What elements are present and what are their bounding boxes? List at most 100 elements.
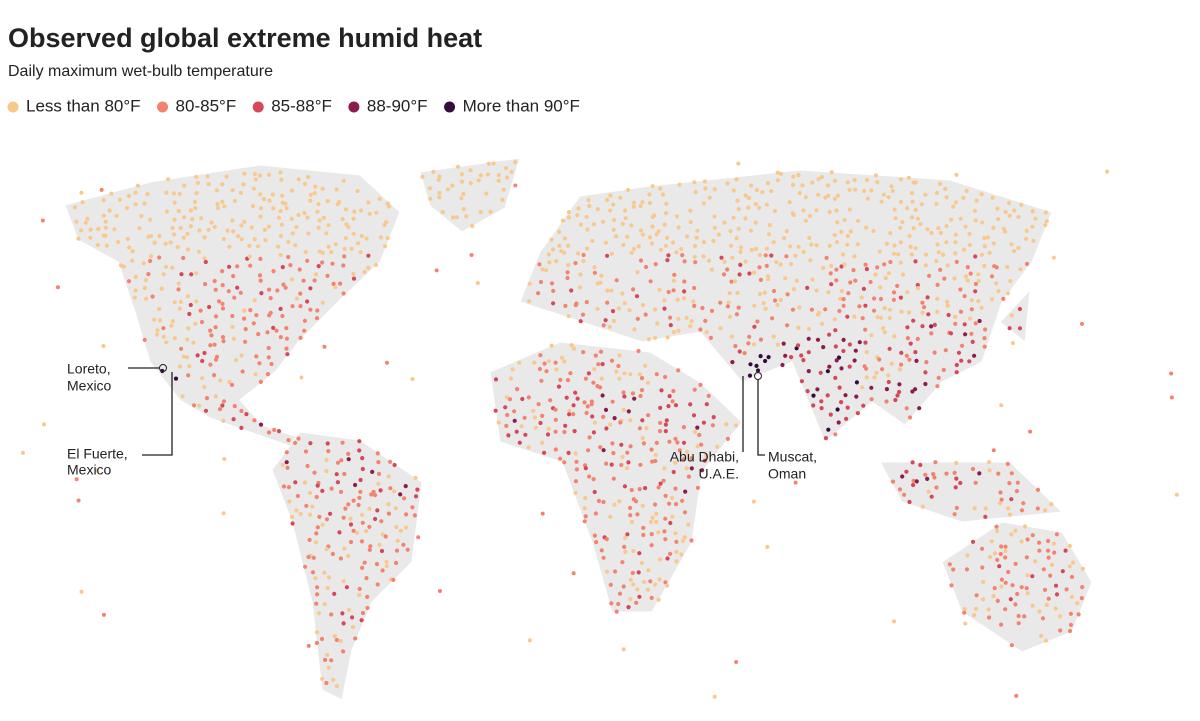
- station-dot: [666, 289, 671, 295]
- station-dot: [346, 451, 351, 456]
- station-dot: [965, 278, 970, 283]
- station-dot: [934, 259, 939, 264]
- station-dot: [640, 200, 645, 205]
- station-dot: [944, 240, 949, 245]
- station-dot: [351, 528, 356, 533]
- station-dot: [709, 308, 715, 313]
- station-dot: [962, 322, 967, 327]
- station-dot: [898, 225, 903, 230]
- station-dot: [911, 226, 916, 231]
- station-dot: [655, 321, 660, 326]
- station-dot: [284, 460, 289, 465]
- station-dot: [346, 553, 351, 559]
- station-dot: [751, 499, 756, 504]
- station-dot: [144, 296, 149, 301]
- station-dot: [650, 184, 655, 189]
- station-dot: [734, 423, 739, 428]
- station-dot: [374, 562, 380, 567]
- station-dot: [239, 408, 244, 414]
- station-dot: [641, 532, 646, 538]
- station-dot: [208, 343, 213, 348]
- station-dot: [565, 378, 571, 383]
- station-dot: [635, 316, 640, 321]
- station-dot: [764, 246, 770, 251]
- station-dot: [585, 404, 590, 409]
- station-dot: [621, 584, 626, 589]
- station-dot: [674, 250, 679, 255]
- station-dot: [657, 429, 663, 434]
- station-dot: [251, 186, 256, 191]
- station-dot: [370, 469, 375, 474]
- station-dot: [235, 264, 240, 269]
- station-dot: [766, 277, 771, 282]
- station-dot: [364, 236, 369, 241]
- station-dot: [826, 290, 831, 295]
- station-dot: [362, 269, 367, 274]
- station-dot: [729, 334, 734, 339]
- station-dot: [629, 520, 635, 525]
- station-dot: [192, 199, 198, 204]
- station-dot: [305, 299, 310, 304]
- station-dot: [621, 647, 626, 652]
- station-dot: [227, 264, 232, 269]
- station-dot: [598, 349, 604, 354]
- station-dot: [853, 348, 858, 353]
- station-dot: [349, 246, 354, 251]
- station-dot: [965, 553, 970, 558]
- station-dot: [322, 570, 327, 575]
- station-dot: [593, 353, 598, 358]
- station-dot: [753, 220, 758, 225]
- station-dot: [710, 423, 716, 428]
- station-dot: [675, 440, 680, 445]
- station-dot: [765, 181, 771, 186]
- station-dot: [305, 463, 310, 469]
- station-dot: [743, 216, 748, 221]
- station-dot: [231, 229, 236, 234]
- station-dot: [485, 172, 491, 177]
- station-dot: [1013, 602, 1018, 607]
- station-dot: [202, 350, 207, 356]
- station-dot: [769, 253, 774, 258]
- station-dot: [878, 315, 884, 320]
- station-dot: [604, 569, 610, 574]
- station-dot: [360, 610, 366, 616]
- station-dot: [632, 327, 637, 332]
- station-dot: [564, 395, 569, 400]
- station-dot: [793, 480, 798, 485]
- station-dot: [681, 457, 687, 462]
- station-dot: [969, 307, 974, 312]
- station-dot: [841, 348, 846, 354]
- station-dot: [382, 244, 388, 249]
- station-dot: [640, 503, 645, 508]
- station-dot: [801, 208, 806, 213]
- station-dot: [316, 611, 322, 616]
- station-dot: [952, 276, 957, 281]
- station-dot: [758, 277, 764, 282]
- station-dot: [181, 354, 186, 359]
- station-dot: [214, 188, 219, 193]
- station-dot: [241, 182, 246, 187]
- station-dot: [178, 226, 183, 231]
- station-dot: [842, 262, 847, 267]
- station-dot: [1009, 242, 1014, 247]
- station-dot: [294, 296, 299, 301]
- station-dot: [197, 249, 202, 254]
- station-dot: [994, 524, 999, 529]
- station-dot: [176, 287, 181, 292]
- station-dot: [1019, 539, 1024, 544]
- station-dot: [923, 381, 928, 387]
- station-dot: [566, 450, 571, 455]
- station-dot: [343, 506, 348, 511]
- station-dot: [958, 309, 964, 314]
- station-dot: [294, 508, 299, 513]
- station-dot: [252, 172, 258, 177]
- station-dot: [692, 243, 698, 249]
- station-dot: [829, 263, 834, 268]
- station-dot: [880, 326, 886, 331]
- station-dot: [775, 178, 780, 183]
- station-dot: [863, 262, 868, 267]
- station-dot: [365, 594, 370, 600]
- station-dot: [1053, 606, 1058, 611]
- station-dot: [341, 579, 346, 584]
- station-dot: [325, 586, 330, 591]
